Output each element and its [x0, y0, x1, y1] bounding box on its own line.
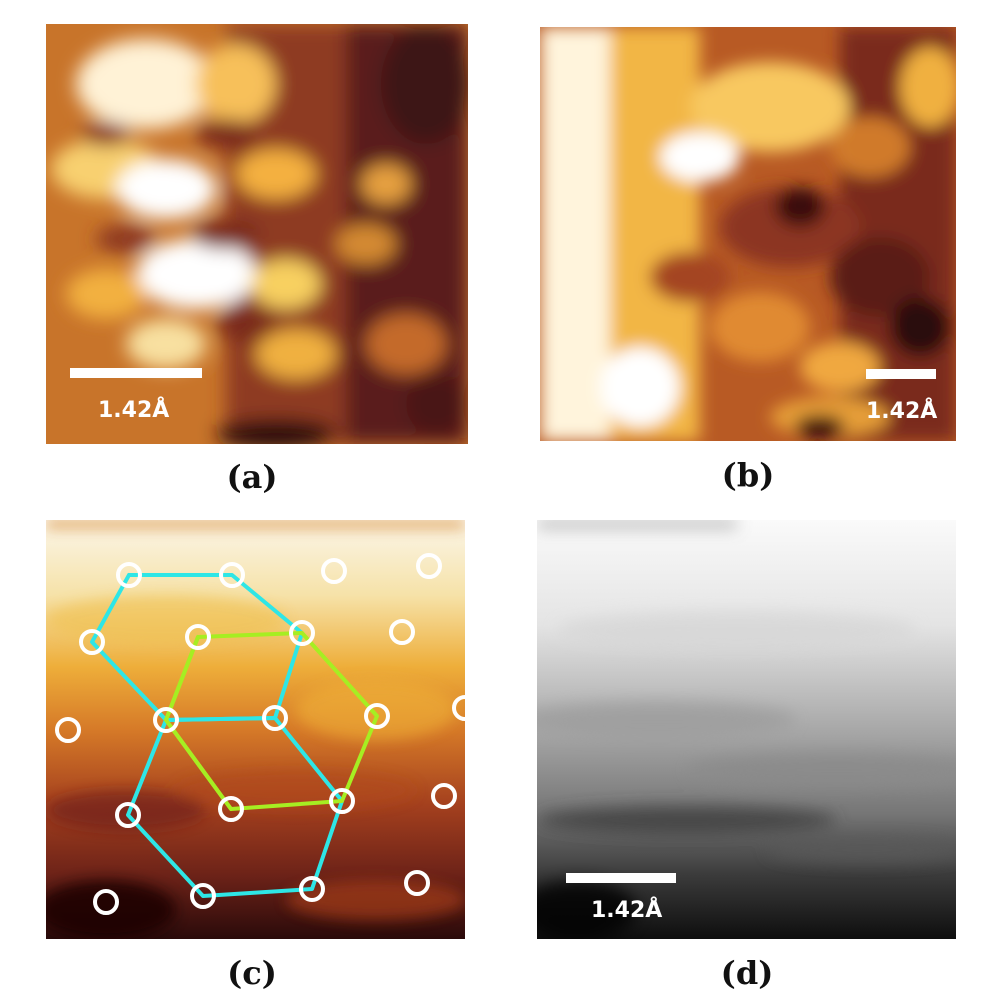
- stm-heatmap-a: [46, 24, 468, 444]
- scale-bar: [566, 873, 676, 883]
- hexagon-lattice-inner-edges: [164, 635, 233, 811]
- panel-d-image: 1.42Å: [537, 520, 956, 939]
- atom-marker: [79, 629, 105, 655]
- scale-bar-label: 1.42Å: [866, 399, 938, 424]
- atom-marker: [404, 870, 430, 896]
- atom-marker: [321, 558, 347, 584]
- atom-marker: [364, 703, 390, 729]
- panel-c-caption: (c): [227, 954, 277, 992]
- atom-marker: [389, 619, 415, 645]
- scale-bar: [70, 368, 202, 378]
- scale-bar-label: 1.42Å: [98, 398, 170, 423]
- atom-marker: [185, 624, 211, 650]
- panel-a-caption: (a): [226, 458, 278, 496]
- atom-marker: [219, 562, 245, 588]
- atom-marker: [115, 802, 141, 828]
- panel-a-image: 1.42Å: [46, 24, 468, 444]
- atom-marker: [55, 717, 81, 743]
- scale-bar: [866, 369, 936, 379]
- stm-heatmap-b: [540, 27, 956, 441]
- stm-heatmap-c: [46, 520, 465, 939]
- scale-bar-label: 1.42Å: [591, 898, 663, 923]
- panel-d-caption: (d): [720, 954, 774, 992]
- atom-marker: [416, 553, 442, 579]
- atom-marker: [431, 783, 457, 809]
- atom-marker: [218, 796, 244, 822]
- atom-marker: [262, 705, 288, 731]
- atom-marker: [299, 876, 325, 902]
- panel-c-image: [46, 520, 465, 939]
- atom-marker: [289, 620, 315, 646]
- panel-b-image: 1.42Å: [540, 27, 956, 441]
- atom-marker: [452, 695, 465, 721]
- stm-grayscale-d: [537, 520, 956, 939]
- atom-marker: [116, 562, 142, 588]
- atom-marker: [153, 707, 179, 733]
- atom-marker: [93, 889, 119, 915]
- lattice-overlay: [55, 553, 465, 915]
- atom-marker: [329, 788, 355, 814]
- atom-marker: [190, 883, 216, 909]
- panel-b-caption: (b): [721, 456, 775, 494]
- hexagon-lattice-lower: [126, 716, 344, 898]
